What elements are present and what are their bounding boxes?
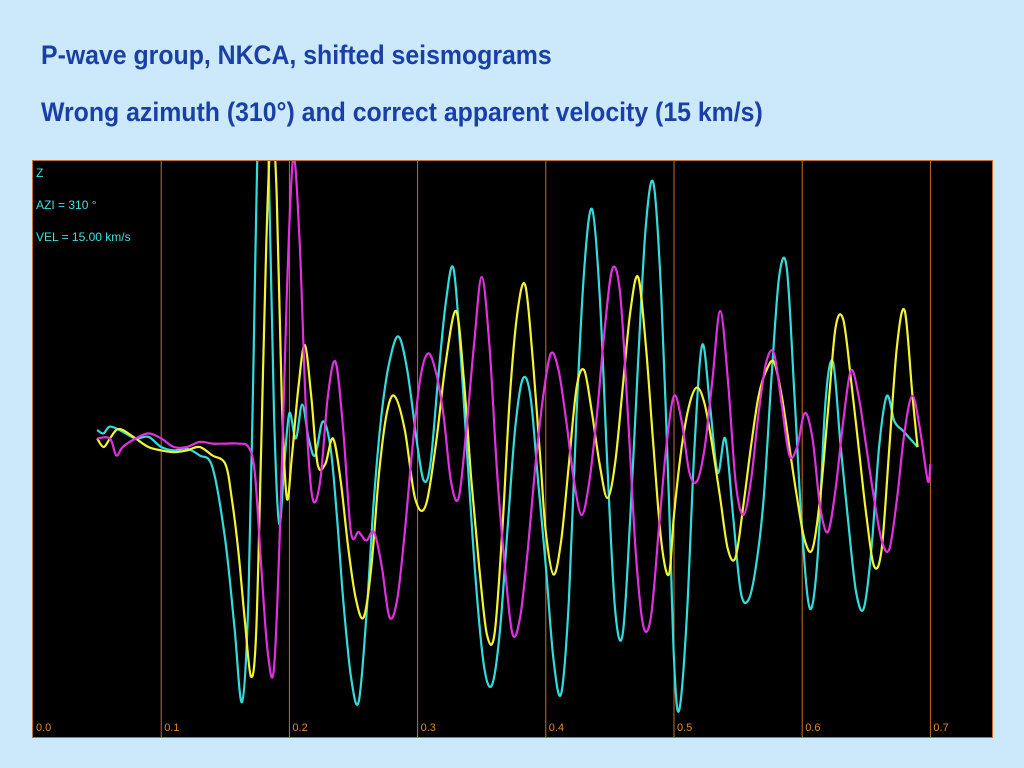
component-label: Z (36, 166, 44, 180)
x-tick-label: 0.0 (36, 722, 51, 734)
seismogram-trace-3 (96, 161, 932, 679)
grid-lines (160, 161, 931, 737)
slide-title: P-wave group, NKCA, shifted seismograms (41, 40, 552, 70)
x-tick-label: 0.1 (164, 722, 179, 734)
azimuth-label: AZI = 310 ° (36, 198, 97, 212)
seismogram-trace-1 (96, 161, 919, 713)
slide-subtitle: Wrong azimuth (310°) and correct apparen… (41, 97, 763, 127)
seismogram-canvas: 0.0 0.1 0.2 0.3 0.4 0.5 0.6 0.7 (36, 161, 949, 737)
x-tick-label: 0.3 (421, 722, 436, 734)
seismogram-plot: 0.0 0.1 0.2 0.3 0.4 0.5 0.6 0.7 Z AZI = 310 ° V… (32, 160, 993, 738)
seismogram-trace-2 (96, 161, 919, 679)
traces (96, 161, 932, 713)
velocity-label: VEL = 15.00 km/s (36, 230, 131, 244)
x-tick-labels: 0.0 0.1 0.2 0.3 0.4 0.5 0.6 0.7 (36, 722, 949, 734)
x-tick-label: 0.5 (677, 722, 692, 734)
x-tick-label: 0.6 (805, 722, 820, 734)
x-tick-label: 0.7 (933, 722, 948, 734)
x-tick-label: 0.2 (292, 722, 307, 734)
x-tick-label: 0.4 (549, 722, 564, 734)
